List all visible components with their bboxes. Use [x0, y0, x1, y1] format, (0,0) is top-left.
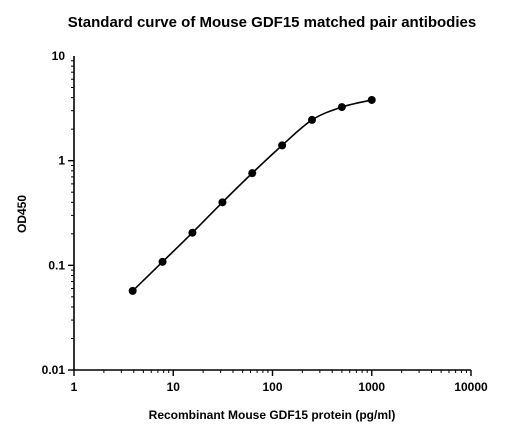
y-axis-label: OD450: [15, 195, 29, 233]
x-tick-label: 100: [262, 380, 282, 394]
x-tick-label: 10000: [454, 380, 488, 394]
data-points: [128, 95, 376, 295]
y-tick-label: 10: [52, 49, 66, 63]
data-point: [188, 228, 197, 237]
fit-curve-line: [132, 99, 372, 292]
data-point: [248, 169, 257, 178]
y-tick-label: 1: [58, 154, 65, 168]
data-point: [367, 95, 376, 104]
chart-title: Standard curve of Mouse GDF15 matched pa…: [68, 14, 476, 31]
x-tick-label: 1: [71, 380, 78, 394]
data-point: [307, 115, 316, 124]
x-axis-label: Recombinant Mouse GDF15 protein (pg/ml): [149, 408, 396, 422]
y-tick-label: 0.1: [48, 258, 65, 272]
data-point: [128, 286, 137, 295]
data-point: [337, 103, 346, 112]
fit-curve-group: [132, 99, 372, 292]
x-tick-label: 1000: [358, 380, 385, 394]
y-axis: 0.01 0.1 1 10: [42, 49, 75, 377]
data-point: [278, 141, 287, 150]
data-point: [218, 198, 227, 207]
x-tick-label: 10: [167, 380, 181, 394]
data-point: [158, 257, 167, 266]
x-axis: 1 10 100 1000 10000: [71, 369, 488, 394]
y-tick-label: 0.01: [42, 363, 66, 377]
